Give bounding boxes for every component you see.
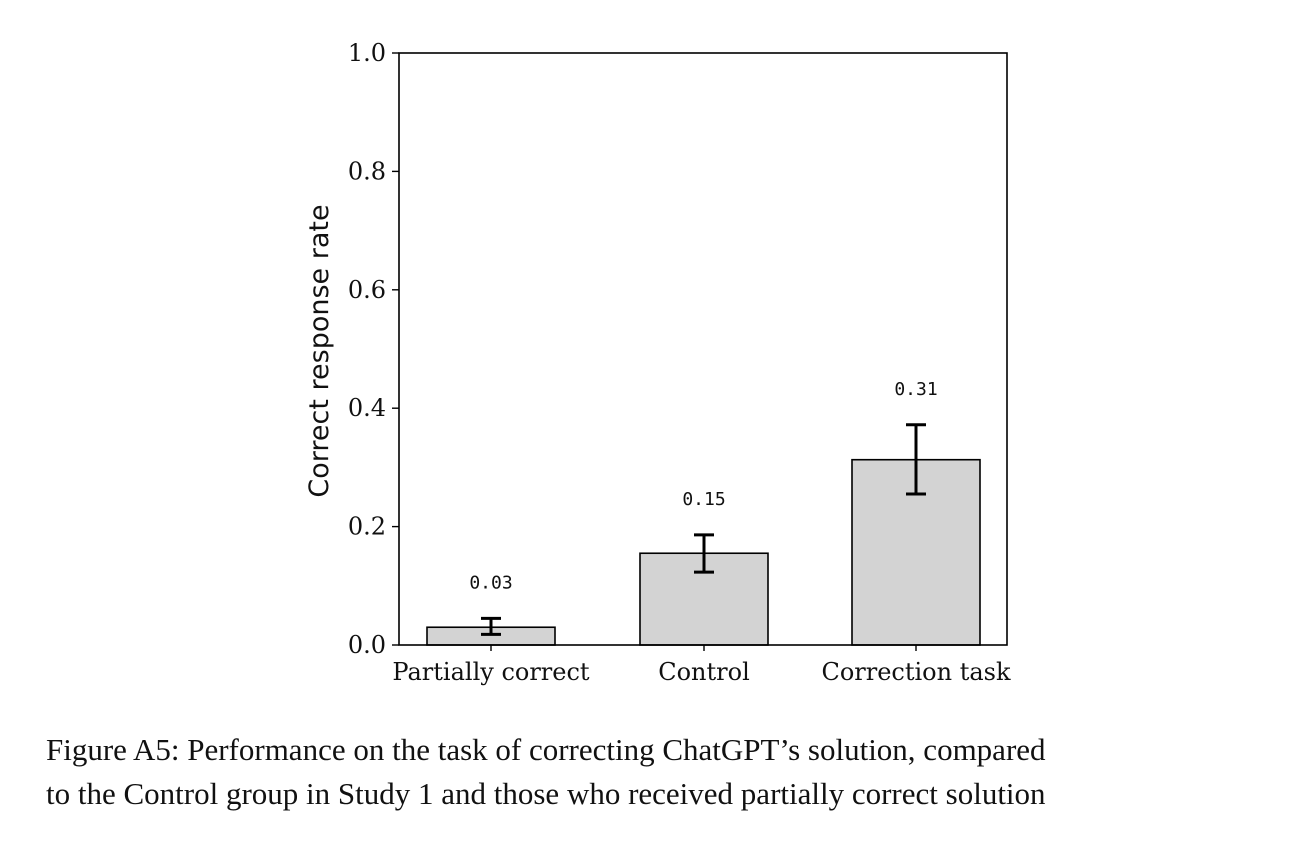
y-tick-label-3: 0.4 <box>348 394 386 422</box>
x-axis: Partially correct Control Correction task <box>392 645 1011 686</box>
y-tick-label-4: 0.6 <box>348 276 386 304</box>
y-tick-label-5: 0.8 <box>348 157 386 185</box>
x-tick-label-3: Correction task <box>821 658 1011 686</box>
x-tick-label-2: Control <box>658 658 750 686</box>
error-bars-layer <box>481 423 926 636</box>
y-tick-label-2: 0.2 <box>348 513 386 541</box>
data-label-2: 0.15 <box>682 489 725 510</box>
plot-frame <box>398 52 1008 646</box>
caption-line-1: Figure A5: Performance on the task of co… <box>46 732 1046 767</box>
y-axis: 0.0 0.2 0.4 0.6 0.8 1.0 <box>348 39 399 659</box>
y-tick-label-1: 0.0 <box>348 631 386 659</box>
data-label-1: 0.03 <box>469 572 512 593</box>
y-axis-label: Correct response rate <box>304 204 335 497</box>
figure-caption: Figure A5: Performance on the task of co… <box>46 728 1286 816</box>
x-tick-label-1: Partially correct <box>392 658 590 686</box>
bar-chart: 0.0 0.2 0.4 0.6 0.8 1.0 Partially correct Cont… <box>304 39 1011 686</box>
y-tick-label-6: 1.0 <box>348 39 386 67</box>
data-labels-layer: 0.03 0.15 0.31 <box>469 379 937 594</box>
caption-line-2: to the Control group in Study 1 and thos… <box>46 776 1046 811</box>
data-label-3: 0.31 <box>894 379 937 400</box>
